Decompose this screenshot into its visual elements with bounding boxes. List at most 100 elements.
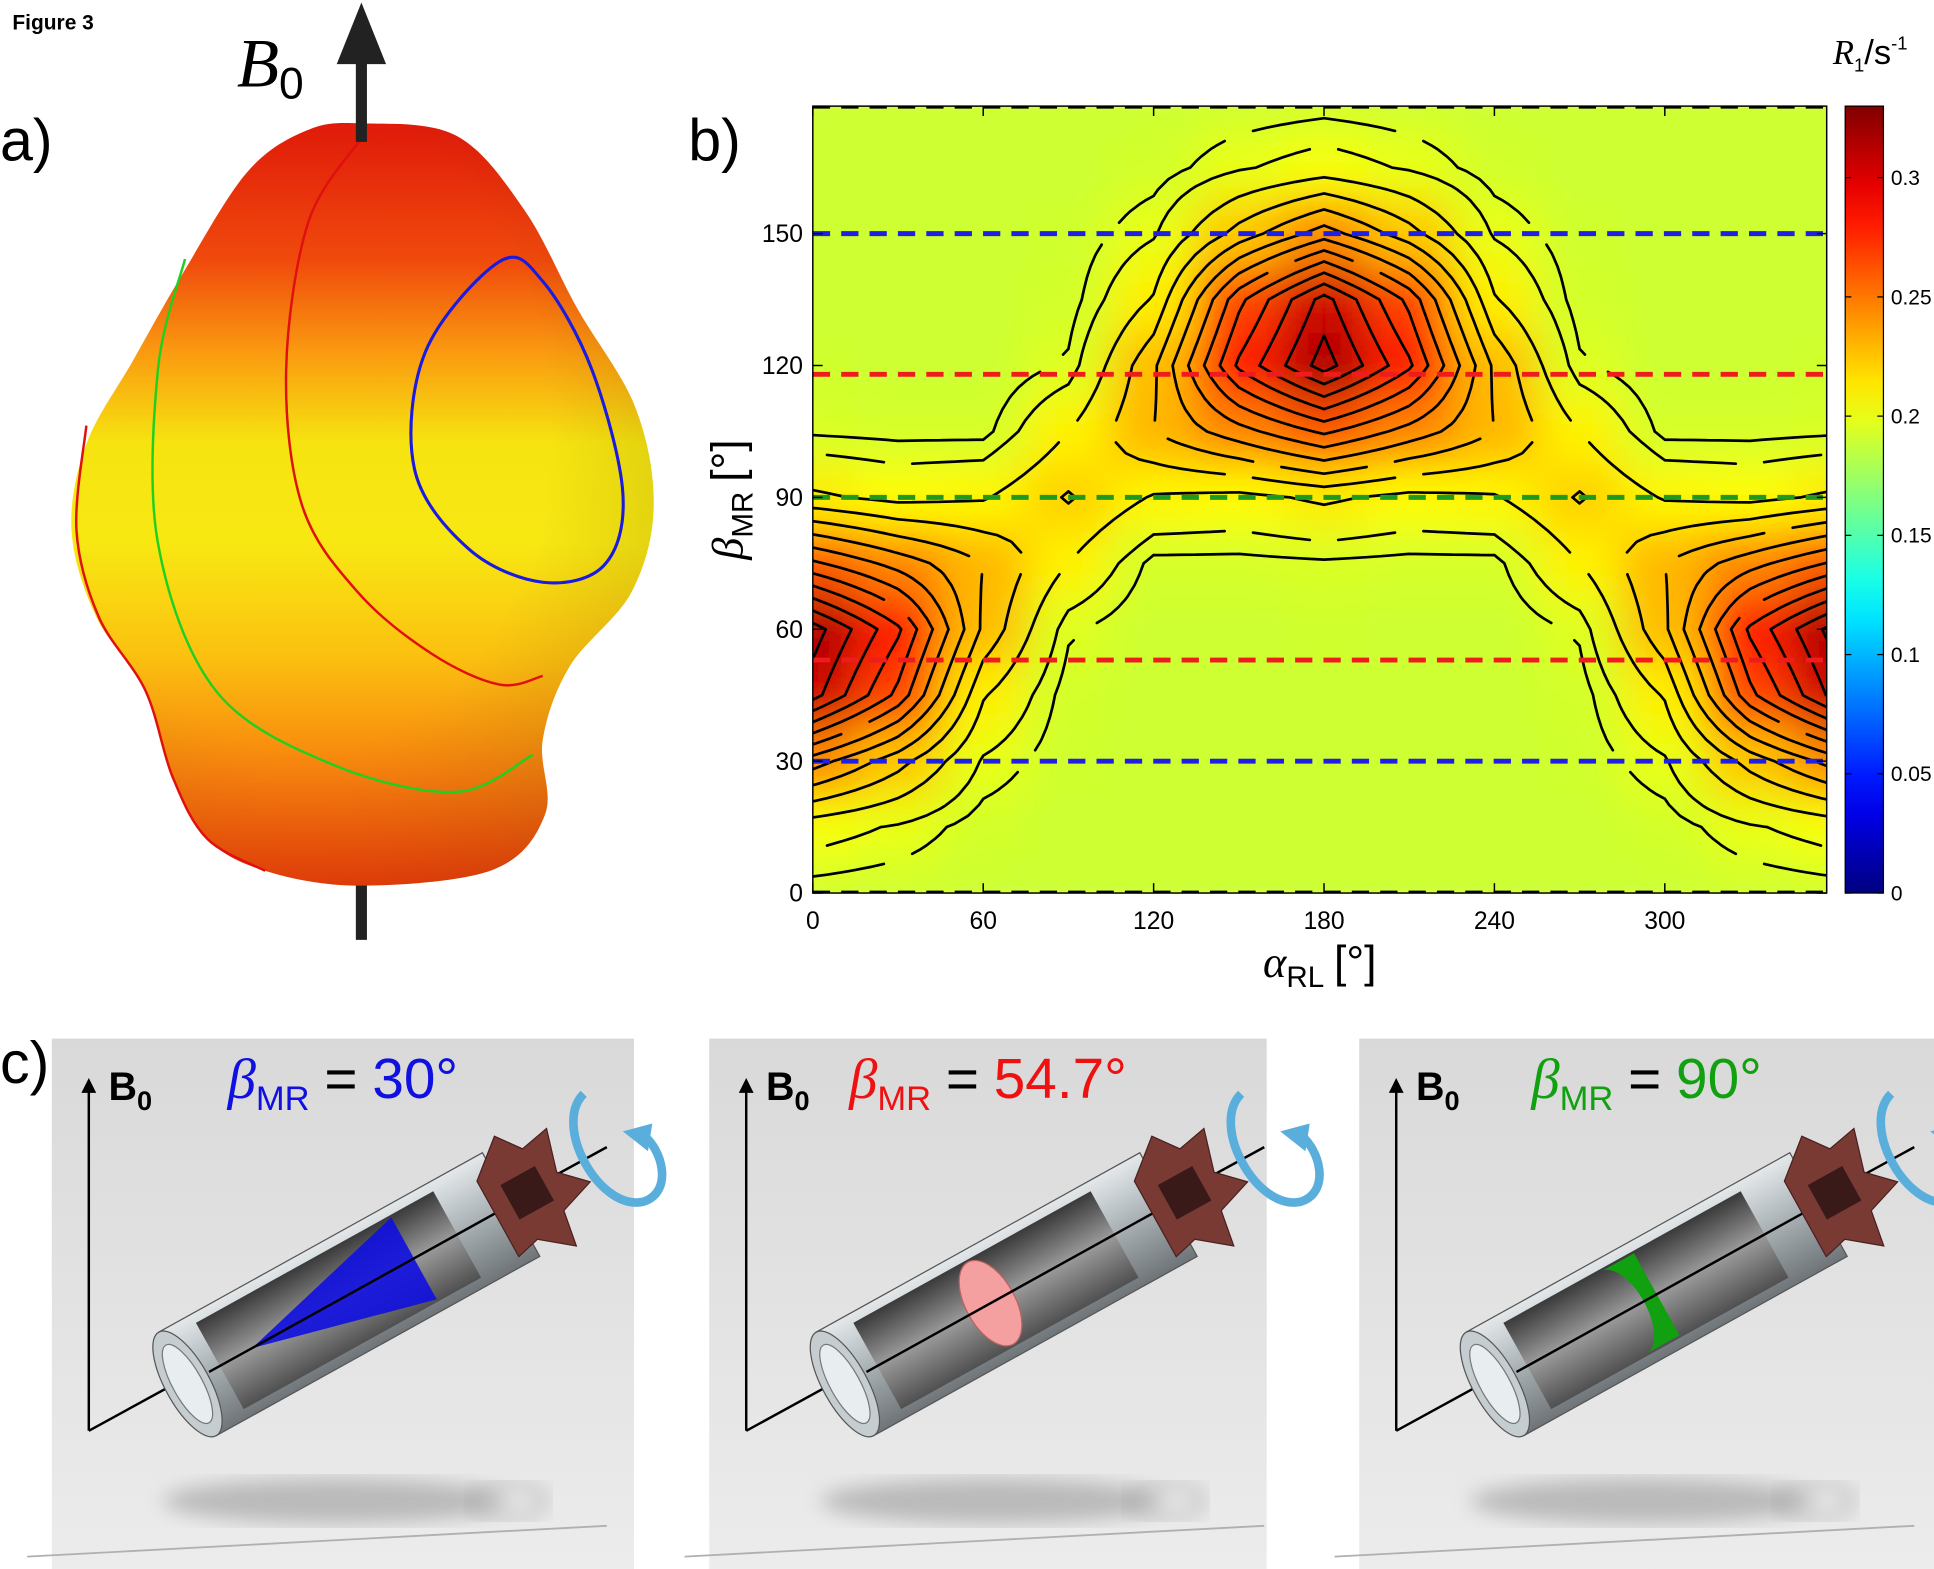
figure-label: Figure 3	[12, 12, 94, 35]
y-tick-label: 150	[762, 221, 803, 248]
panel-label: a)	[0, 106, 53, 173]
x-tick-label: 0	[806, 908, 820, 935]
heat-cell	[1622, 332, 1709, 400]
x-tick-label: 120	[1133, 908, 1174, 935]
heat-cell	[1792, 106, 1827, 136]
field-label: B0	[237, 24, 304, 108]
field-symbol: B	[109, 1065, 138, 1109]
heat-cell	[1537, 398, 1623, 466]
heat-cell	[1111, 106, 1197, 136]
heat-cell	[1196, 106, 1283, 136]
rotor	[809, 1090, 1324, 1438]
heat-cell	[855, 662, 942, 729]
heat-cell	[812, 398, 857, 466]
rotor-axis-inner	[865, 1203, 1170, 1374]
angle-label: βMR = 90°	[1530, 1048, 1761, 1118]
heat-cell	[1111, 134, 1197, 202]
heat-cell	[855, 398, 942, 466]
contour-line	[812, 282, 1827, 713]
heat-cell	[1537, 794, 1623, 861]
heat-cell	[1622, 106, 1709, 136]
field-label: B0	[766, 1065, 810, 1116]
heat-cell	[1622, 596, 1709, 663]
heat-cell	[1366, 596, 1453, 663]
field-symbol: B	[237, 24, 279, 101]
colorbar-tick-label: 0.25	[1891, 286, 1932, 309]
heat-cell	[1792, 860, 1827, 894]
panel-a: B0	[71, 2, 654, 940]
contour-line	[825, 147, 1823, 847]
field-symbol: B	[1416, 1065, 1445, 1109]
colorbar-scale	[1844, 105, 1885, 894]
heat-cell	[1707, 266, 1794, 334]
heat-cell	[1281, 266, 1368, 334]
heat-cell	[1707, 794, 1794, 861]
heat-cell	[1281, 530, 1368, 597]
cb-symbol: R	[1832, 34, 1854, 72]
panel-label: c)	[0, 1029, 49, 1096]
heat-cell	[1707, 398, 1794, 466]
heat-cell	[940, 134, 1027, 202]
heat-cell	[1111, 530, 1197, 597]
angle-value: 30°	[372, 1048, 458, 1111]
heat-cell	[1707, 106, 1794, 136]
colorbar-tick-label: 0.3	[1891, 167, 1920, 190]
heat-cell	[1451, 662, 1538, 729]
heat-cell	[1537, 860, 1623, 894]
heat-cell	[812, 266, 857, 334]
setup-illustration: B0 βMR = 54.7°	[684, 1038, 1324, 1569]
y-axis-label: βMR [°]	[703, 439, 760, 560]
x-tick-label: 180	[1303, 908, 1344, 935]
colorbar-tick-label: 0.1	[1891, 644, 1920, 667]
angle-subscript: MR	[1560, 1080, 1614, 1118]
heat-cell	[1451, 794, 1538, 861]
heat-cell	[1025, 530, 1112, 597]
setup-illustration: B0 βMR = 90°	[1334, 1038, 1934, 1569]
y-tick-label: 90	[776, 485, 803, 512]
x-tick-label: 240	[1474, 908, 1515, 935]
heat-cell	[940, 266, 1027, 334]
colorbar-label: R1/s-1	[1832, 32, 1908, 75]
heat-cell	[940, 332, 1027, 400]
y-tick-label: 60	[776, 617, 803, 644]
angle-symbol: β	[227, 1048, 257, 1111]
heat-cell	[1451, 332, 1538, 400]
angle-subscript: MR	[877, 1080, 931, 1118]
angle-relation: =	[946, 1048, 979, 1111]
heat-cell	[1792, 794, 1827, 861]
heat-cell	[1366, 860, 1453, 894]
panel-label: b)	[688, 106, 741, 173]
angle-symbol: β	[1530, 1048, 1560, 1111]
heat-cell	[1707, 860, 1794, 894]
heat-cell	[940, 398, 1027, 466]
heat-cell	[1792, 266, 1827, 334]
heat-cell	[940, 596, 1027, 663]
heat-cell	[1111, 596, 1197, 663]
y-label-subscript: MR	[726, 492, 759, 538]
y-tick-label: 30	[776, 749, 803, 776]
sample-shape	[252, 1217, 437, 1349]
heat-cell	[1366, 662, 1453, 729]
heat-cell	[855, 106, 942, 136]
heat-cell	[1196, 596, 1283, 663]
heat-cell	[855, 332, 942, 400]
heat-cell	[1537, 266, 1623, 334]
field-subscript: 0	[794, 1085, 809, 1116]
trajectory-blue	[409, 255, 625, 585]
trajectory-red	[284, 137, 544, 687]
heat-cell	[1025, 106, 1112, 136]
colorbar-tick-label: 0.05	[1891, 763, 1932, 786]
shadow	[467, 1480, 549, 1523]
heat-cell	[1707, 134, 1794, 202]
heat-cell	[1025, 398, 1112, 466]
heat-cell	[1622, 134, 1709, 202]
shadow	[1124, 1480, 1207, 1523]
angle-value: 54.7°	[994, 1048, 1127, 1111]
x-label-unit: [°]	[1334, 938, 1376, 987]
rotation-arrow	[569, 1090, 667, 1207]
heat-cell	[1196, 794, 1283, 861]
heat-cell	[1366, 530, 1453, 597]
contour-line	[812, 237, 1827, 757]
y-label-unit: [°]	[704, 439, 753, 481]
